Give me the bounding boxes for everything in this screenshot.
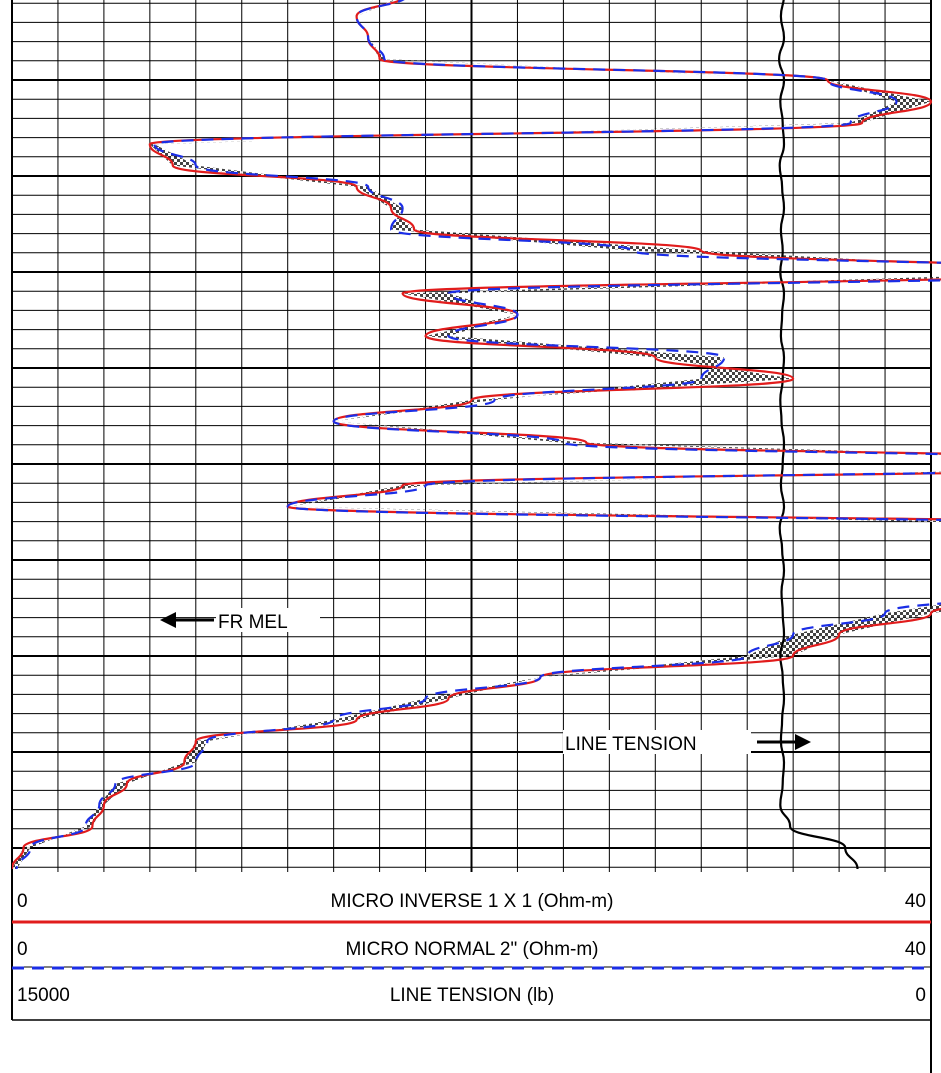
separation-fill	[12, 0, 941, 869]
line-tension-curve	[777, 0, 859, 870]
header-tension-right: 0	[915, 985, 926, 1006]
header-tension-label: LINE TENSION (lb)	[390, 985, 554, 1006]
line-tension-annotation: LINE TENSION	[563, 730, 811, 755]
fr-mel-label: FR MEL	[218, 612, 288, 633]
fr-mel-annotation: FR MEL	[160, 608, 320, 633]
header-inverse-right: 40	[905, 891, 926, 912]
line-tension-arrow-head	[795, 734, 811, 750]
curves	[12, 0, 941, 870]
header-inverse-label: MICRO INVERSE 1 X 1 (Ohm-m)	[331, 891, 614, 912]
micro-normal-curve	[15, 0, 941, 870]
track-header: 0 MICRO INVERSE 1 X 1 (Ohm-m) 40 0 MICRO…	[11, 872, 932, 1073]
header-normal-right: 40	[905, 939, 926, 960]
line-tension-label-bg	[563, 730, 751, 754]
fr-mel-label-bg	[216, 608, 320, 632]
chart-grid	[11, 0, 932, 872]
fr-mel-arrow-head	[160, 612, 176, 628]
header-normal-label: MICRO NORMAL 2" (Ohm-m)	[345, 939, 598, 960]
header-normal-left: 0	[17, 939, 28, 960]
crossover-fills	[12, 0, 941, 869]
header-inverse-left: 0	[17, 891, 28, 912]
line-tension-label: LINE TENSION	[565, 734, 697, 755]
header-tension-left: 15000	[17, 985, 70, 1006]
